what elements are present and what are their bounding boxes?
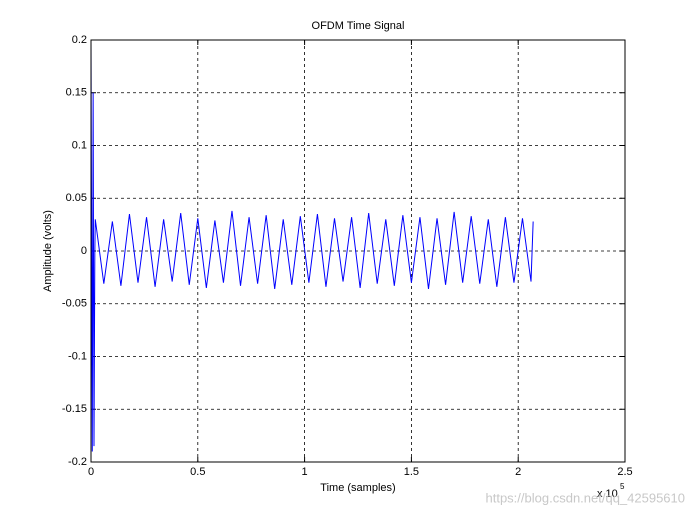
y-tick-label: 0.1 <box>72 139 87 151</box>
x-multiplier: x 10 <box>597 488 618 500</box>
y-tick-label: -0.05 <box>62 298 87 310</box>
y-tick-label: -0.15 <box>62 403 87 415</box>
plot-frame <box>90 39 626 463</box>
watermark: https://blog.csdn.net/qq_42595610 <box>486 490 686 505</box>
x-tick-label: 0.5 <box>190 466 205 478</box>
y-tick-label: 0.15 <box>66 87 87 99</box>
x-tick-label: 1 <box>302 466 308 478</box>
x-tick-label: 0 <box>88 466 94 478</box>
x-tick-label: 2.5 <box>617 466 632 478</box>
x-tick-label: 2 <box>515 466 521 478</box>
y-axis-label: Amplitude (volts) <box>42 210 54 292</box>
chart-title: OFDM Time Signal <box>312 20 405 32</box>
x-tick-label: 1.5 <box>404 466 419 478</box>
signal-line <box>90 39 534 452</box>
y-tick-label: -0.2 <box>68 456 87 468</box>
y-tick-label: 0.2 <box>72 34 87 46</box>
x-axis-label: Time (samples) <box>320 482 395 494</box>
x-multiplier-exponent: 5 <box>620 482 625 491</box>
y-tick-label: -0.1 <box>68 350 87 362</box>
y-tick-label: 0 <box>81 245 87 257</box>
y-tick-label: 0.05 <box>66 192 87 204</box>
